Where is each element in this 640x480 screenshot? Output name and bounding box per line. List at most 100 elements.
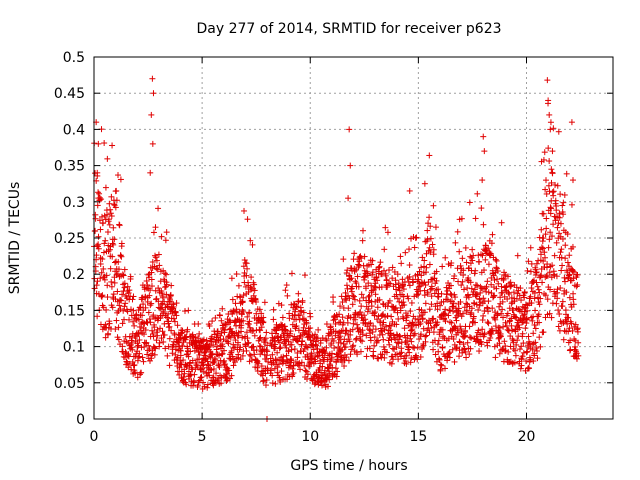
data-point <box>353 335 360 342</box>
data-point <box>145 309 152 316</box>
data-point <box>206 372 213 379</box>
data-point <box>288 357 295 364</box>
data-point <box>249 241 256 248</box>
data-point <box>184 326 191 333</box>
data-point <box>277 378 284 385</box>
data-point <box>293 303 300 310</box>
data-point <box>136 336 143 343</box>
data-point <box>319 382 326 389</box>
data-point <box>296 312 303 319</box>
data-point <box>388 313 395 320</box>
data-point <box>285 338 292 345</box>
data-point <box>196 377 203 384</box>
data-point <box>144 282 151 289</box>
data-point <box>290 362 297 369</box>
data-point <box>100 265 107 272</box>
data-point <box>135 342 142 349</box>
data-point <box>376 263 383 270</box>
data-point <box>124 359 131 366</box>
data-point <box>153 265 160 272</box>
data-point <box>282 326 289 333</box>
data-point <box>269 380 276 387</box>
data-point <box>271 338 278 345</box>
data-point <box>206 343 213 350</box>
data-point <box>158 290 165 297</box>
data-point <box>310 337 317 344</box>
data-point <box>381 246 388 253</box>
data-point <box>354 351 361 358</box>
data-point <box>154 266 161 273</box>
data-point <box>244 335 251 342</box>
data-point <box>96 190 103 197</box>
data-point <box>306 328 313 335</box>
data-point <box>149 259 156 266</box>
data-point <box>108 283 115 290</box>
data-point <box>102 237 109 244</box>
data-point <box>113 197 120 204</box>
data-point <box>140 331 147 338</box>
data-point <box>164 314 171 321</box>
data-point <box>230 362 237 369</box>
data-point <box>355 283 362 290</box>
data-point <box>109 304 116 311</box>
data-point <box>330 337 337 344</box>
data-point <box>163 271 170 278</box>
data-point <box>149 327 156 334</box>
data-point <box>201 383 208 390</box>
data-point <box>347 276 354 283</box>
data-point <box>326 331 333 338</box>
data-point <box>350 342 357 349</box>
data-point <box>109 142 116 149</box>
data-point <box>115 172 122 179</box>
data-point <box>139 354 146 361</box>
data-point <box>358 291 365 298</box>
data-point <box>291 346 298 353</box>
data-point <box>148 276 155 283</box>
data-point <box>230 308 237 315</box>
data-point <box>100 219 107 226</box>
data-point <box>166 335 173 342</box>
data-point <box>307 325 314 332</box>
data-point <box>111 259 118 266</box>
data-point <box>121 316 128 323</box>
data-point <box>337 333 344 340</box>
data-point <box>223 377 230 384</box>
data-point <box>368 282 375 289</box>
data-point <box>224 370 231 377</box>
data-point <box>251 287 258 294</box>
data-point <box>150 333 157 340</box>
data-point <box>92 215 99 222</box>
data-point <box>135 331 142 338</box>
data-point <box>364 272 371 279</box>
data-point <box>229 311 236 318</box>
data-point <box>107 206 114 213</box>
data-point <box>244 265 251 272</box>
data-point <box>207 338 214 345</box>
data-point <box>215 361 222 368</box>
data-point <box>170 315 177 322</box>
data-point <box>304 371 311 378</box>
data-point <box>93 282 100 289</box>
data-point <box>370 322 377 329</box>
data-point <box>247 237 254 244</box>
data-point <box>97 275 104 282</box>
data-point <box>203 337 210 344</box>
data-point <box>158 301 165 308</box>
data-point <box>312 331 319 338</box>
data-point <box>228 275 235 282</box>
data-point <box>358 303 365 310</box>
data-point <box>218 317 225 324</box>
data-point <box>221 347 228 354</box>
data-point <box>247 352 254 359</box>
data-point <box>237 294 244 301</box>
data-point <box>346 338 353 345</box>
data-point <box>373 274 380 281</box>
data-point <box>103 272 110 279</box>
data-point <box>96 194 103 201</box>
data-point <box>130 293 137 300</box>
data-point <box>276 345 283 352</box>
data-point <box>118 253 125 260</box>
data-point <box>379 351 386 358</box>
data-point <box>289 365 296 372</box>
data-point <box>162 345 169 352</box>
